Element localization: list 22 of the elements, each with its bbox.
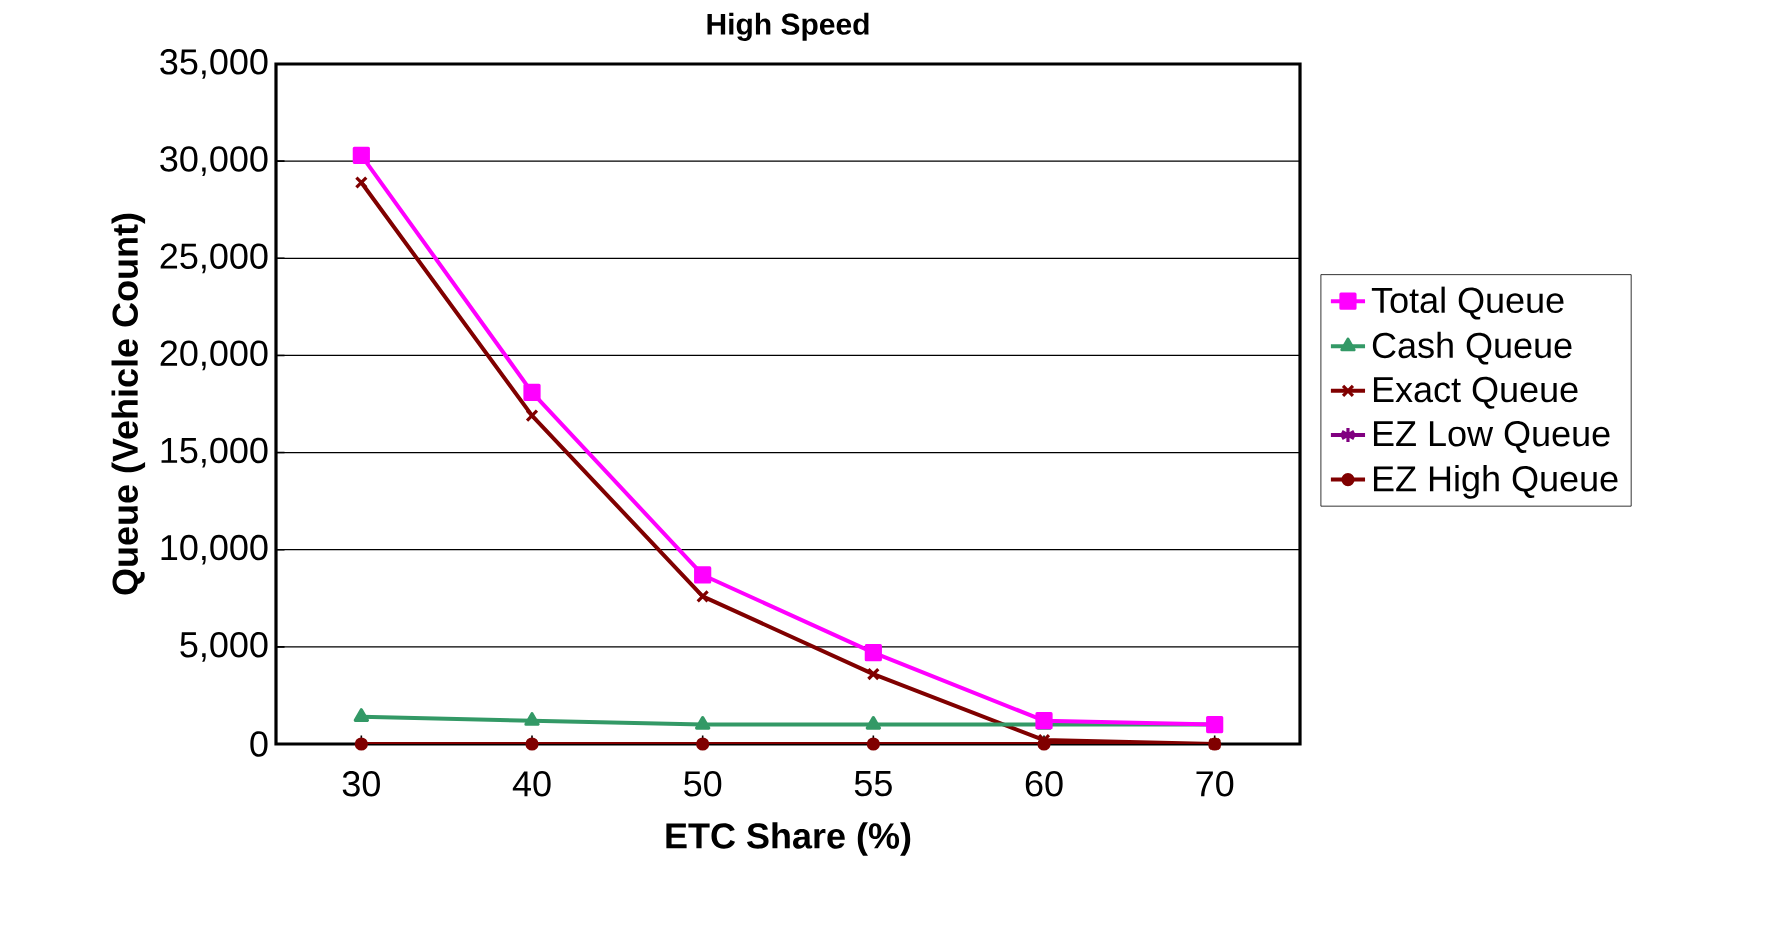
x-tick-label: 40 [512, 771, 551, 797]
y-tick-label: 10,000 [161, 534, 268, 565]
y-tick-label: 0 [250, 731, 268, 757]
y-tick-label: 20,000 [160, 340, 268, 371]
y-tick-label: 30,000 [160, 146, 268, 177]
legend-label: EZ Low Queue [1373, 420, 1610, 453]
x-tick-label: 60 [1025, 771, 1063, 797]
x-tick-label: 50 [684, 771, 722, 797]
x-tick-label: 30 [342, 771, 380, 797]
x-tick-label: 70 [1196, 771, 1234, 797]
y-axis-title: Queue (Vehicle Count) [111, 213, 146, 595]
y-tick-label: 15,000 [161, 437, 268, 468]
y-tick-label: 5,000 [180, 631, 268, 662]
chart-title: High Speed [707, 12, 869, 41]
y-tick-label: 35,000 [160, 49, 268, 79]
x-axis-title: ETC Share (%) [666, 822, 911, 856]
legend-label: Total Queue [1371, 286, 1564, 320]
x-tick-label: 55 [854, 771, 892, 797]
y-tick-label: 25,000 [160, 243, 268, 274]
legend-label: Cash Queue [1372, 331, 1572, 365]
legend-label: EZ High Queue [1373, 465, 1618, 499]
legend-label: Exact Queue [1373, 376, 1578, 409]
